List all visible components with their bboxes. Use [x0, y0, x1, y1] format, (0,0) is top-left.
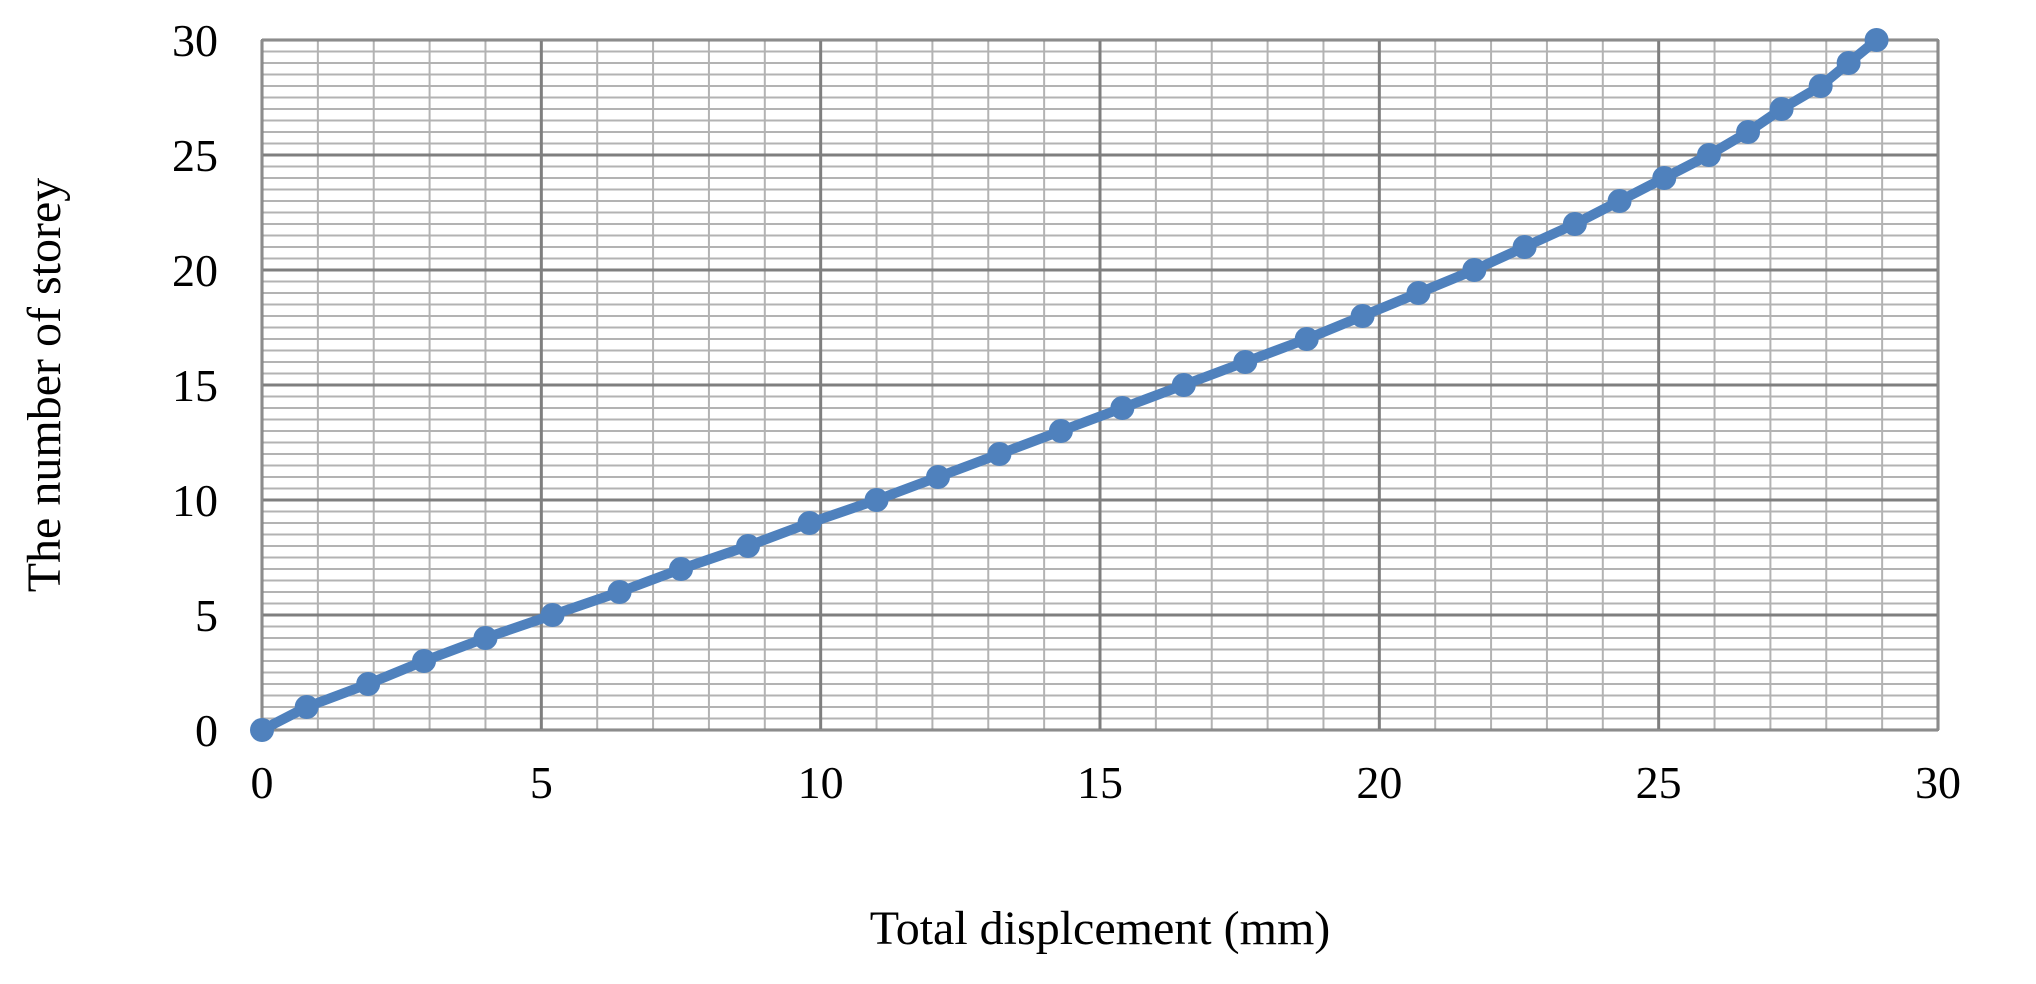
- data-point: [864, 488, 889, 512]
- y-tick-label: 10: [172, 475, 218, 526]
- x-tick-label: 20: [1356, 757, 1402, 808]
- data-point: [1406, 281, 1431, 305]
- data-point: [1110, 396, 1135, 420]
- x-tick-label: 5: [530, 757, 553, 808]
- data-point: [412, 649, 437, 673]
- data-point: [356, 672, 381, 696]
- data-point: [1233, 350, 1258, 374]
- x-tick-label: 25: [1636, 757, 1682, 808]
- data-point: [1696, 143, 1721, 167]
- x-axis-title: Total displcement (mm): [870, 902, 1331, 955]
- data-point: [925, 465, 950, 489]
- y-tick-label: 25: [172, 130, 218, 181]
- data-point: [1769, 97, 1794, 121]
- x-axis-tick-labels: 0 5 10 15 20 25 30: [251, 757, 1962, 808]
- data-point: [1836, 51, 1861, 75]
- data-point: [736, 534, 761, 558]
- data-point: [987, 442, 1012, 466]
- data-point: [1652, 166, 1677, 190]
- data-point: [1808, 74, 1833, 98]
- y-tick-label: 15: [172, 360, 218, 411]
- data-point: [1350, 304, 1375, 328]
- data-point: [250, 718, 274, 742]
- data-point: [1864, 28, 1889, 52]
- data-point: [1562, 212, 1587, 236]
- y-axis-title: The number of storey: [18, 178, 71, 593]
- y-axis-tick-labels: 0 5 10 15 20 25 30: [172, 15, 218, 756]
- data-point: [1736, 120, 1761, 144]
- data-point: [669, 557, 693, 581]
- data-point: [540, 603, 565, 627]
- data-point: [1607, 189, 1632, 213]
- data-point: [1048, 419, 1073, 443]
- x-tick-label: 10: [798, 757, 844, 808]
- x-tick-label: 30: [1915, 757, 1961, 808]
- y-tick-label: 5: [195, 590, 218, 641]
- data-point: [294, 695, 319, 719]
- plot-area-border: [261, 39, 1939, 731]
- y-tick-label: 30: [172, 15, 218, 66]
- data-point: [1171, 373, 1196, 397]
- series-layer: [250, 28, 1889, 742]
- data-point: [797, 511, 822, 535]
- data-point: [1512, 235, 1537, 259]
- y-tick-label: 20: [172, 245, 218, 296]
- data-point: [1294, 327, 1319, 351]
- y-tick-label: 0: [195, 705, 218, 756]
- x-tick-label: 0: [251, 757, 274, 808]
- data-point: [1462, 258, 1487, 282]
- data-point: [607, 580, 632, 604]
- data-point: [473, 626, 498, 650]
- x-tick-label: 15: [1077, 757, 1123, 808]
